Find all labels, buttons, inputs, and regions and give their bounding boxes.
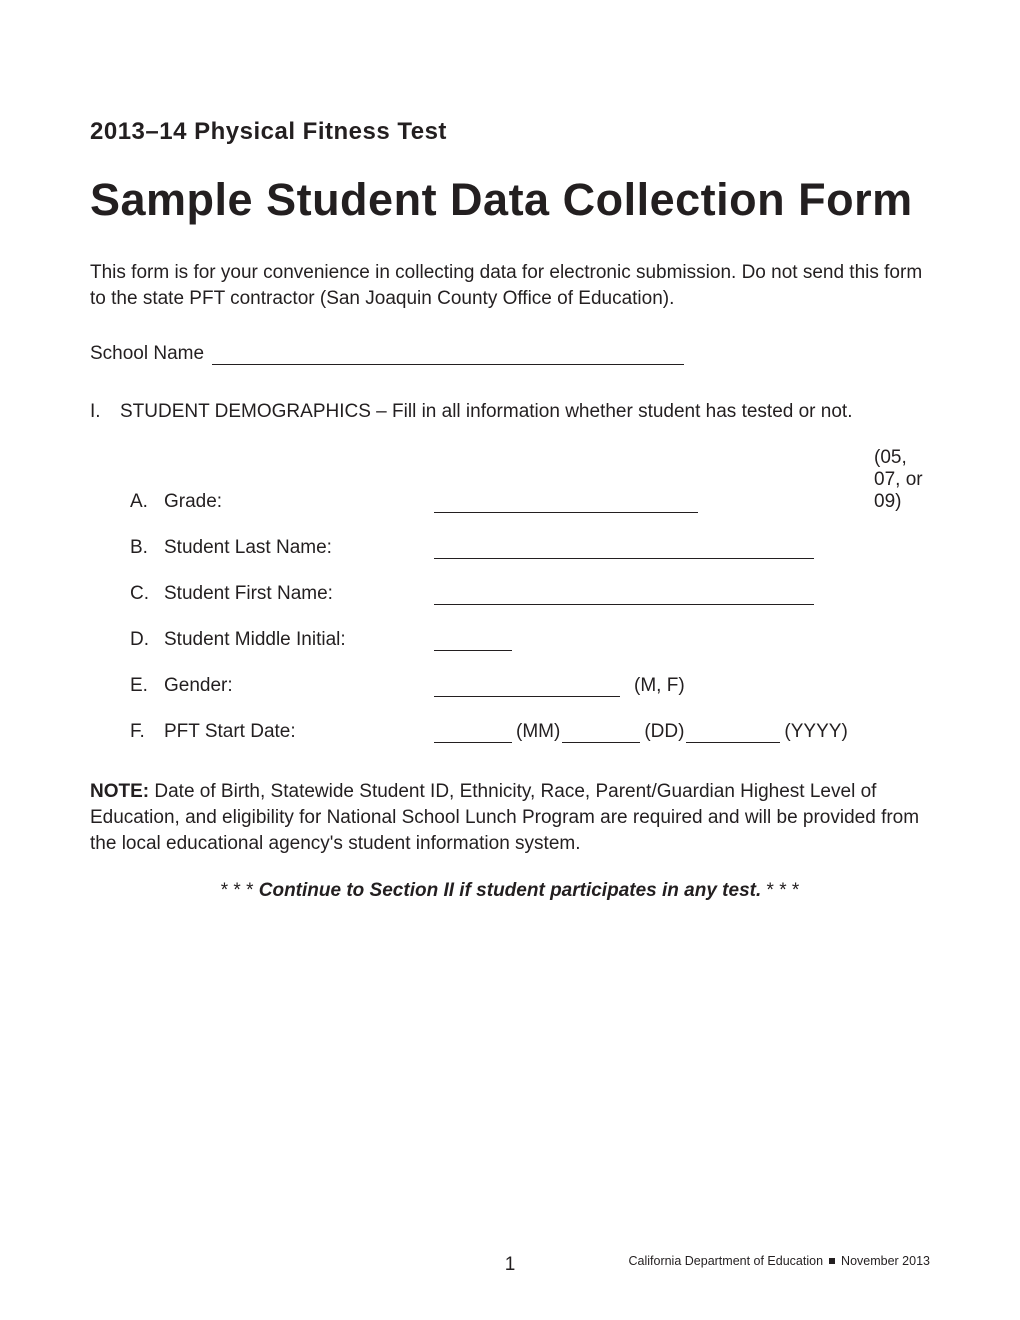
section-1-heading: I. STUDENT DEMOGRAPHICS – Fill in all in…: [90, 401, 930, 423]
middle-initial-field[interactable]: [434, 630, 512, 651]
school-name-row: School Name: [90, 343, 930, 365]
grade-hint: (05, 07, or 09): [874, 447, 930, 513]
gender-field[interactable]: [434, 676, 620, 697]
item-first-name: C. Student First Name:: [130, 583, 930, 605]
stars-right: * * *: [761, 880, 799, 901]
item-label: Student Last Name:: [164, 537, 434, 559]
footer-source: California Department of Education Novem…: [628, 1254, 930, 1268]
item-label: Gender:: [164, 675, 434, 697]
item-middle-initial: D. Student Middle Initial:: [130, 629, 930, 651]
item-last-name: B. Student Last Name:: [130, 537, 930, 559]
gender-hint: (M, F): [634, 675, 685, 697]
date-yyyy-hint: (YYYY): [784, 721, 847, 743]
continue-line: * * * Continue to Section II if student …: [90, 880, 930, 902]
date-dd-field[interactable]: [562, 722, 640, 743]
doc-title: Sample Student Data Collection Form: [90, 174, 930, 226]
demographics-items: A. Grade: (05, 07, or 09) B. Student Las…: [130, 447, 930, 743]
item-letter: D.: [130, 629, 164, 651]
item-label: Student Middle Initial:: [164, 629, 434, 651]
date-dd-hint: (DD): [644, 721, 684, 743]
item-gender: E. Gender: (M, F): [130, 675, 930, 697]
item-grade: A. Grade: (05, 07, or 09): [130, 447, 930, 513]
page: 2013–14 Physical Fitness Test Sample Stu…: [0, 0, 1020, 1320]
page-footer: 1 California Department of Education Nov…: [90, 1254, 930, 1268]
doc-subtitle: 2013–14 Physical Fitness Test: [90, 118, 930, 146]
date-mm-field[interactable]: [434, 722, 512, 743]
item-letter: A.: [130, 491, 164, 513]
item-pft-start-date: F. PFT Start Date: (MM) (DD) (YYYY): [130, 721, 930, 743]
item-letter: F.: [130, 721, 164, 743]
item-label: Grade:: [164, 491, 434, 513]
footer-source-date: November 2013: [841, 1254, 930, 1268]
item-letter: E.: [130, 675, 164, 697]
school-name-label: School Name: [90, 343, 204, 365]
item-label: PFT Start Date:: [164, 721, 434, 743]
note-text: Date of Birth, Statewide Student ID, Eth…: [90, 781, 919, 853]
date-yyyy-field[interactable]: [686, 722, 780, 743]
item-letter: B.: [130, 537, 164, 559]
item-label: Student First Name:: [164, 583, 434, 605]
page-number: 1: [505, 1254, 516, 1276]
date-mm-hint: (MM): [516, 721, 560, 743]
section-heading-text: STUDENT DEMOGRAPHICS – Fill in all infor…: [120, 401, 852, 423]
last-name-field[interactable]: [434, 538, 814, 559]
item-letter: C.: [130, 583, 164, 605]
note-label: NOTE:: [90, 781, 149, 802]
footer-source-dept: California Department of Education: [628, 1254, 823, 1268]
note-paragraph: NOTE: Date of Birth, Statewide Student I…: [90, 779, 930, 856]
section-roman: I.: [90, 401, 120, 423]
stars-left: * * *: [221, 880, 259, 901]
first-name-field[interactable]: [434, 584, 814, 605]
continue-text: Continue to Section II if student partic…: [259, 880, 762, 901]
intro-paragraph: This form is for your convenience in col…: [90, 260, 930, 311]
school-name-field[interactable]: [212, 344, 684, 365]
grade-field[interactable]: [434, 492, 698, 513]
square-bullet-icon: [829, 1258, 835, 1264]
